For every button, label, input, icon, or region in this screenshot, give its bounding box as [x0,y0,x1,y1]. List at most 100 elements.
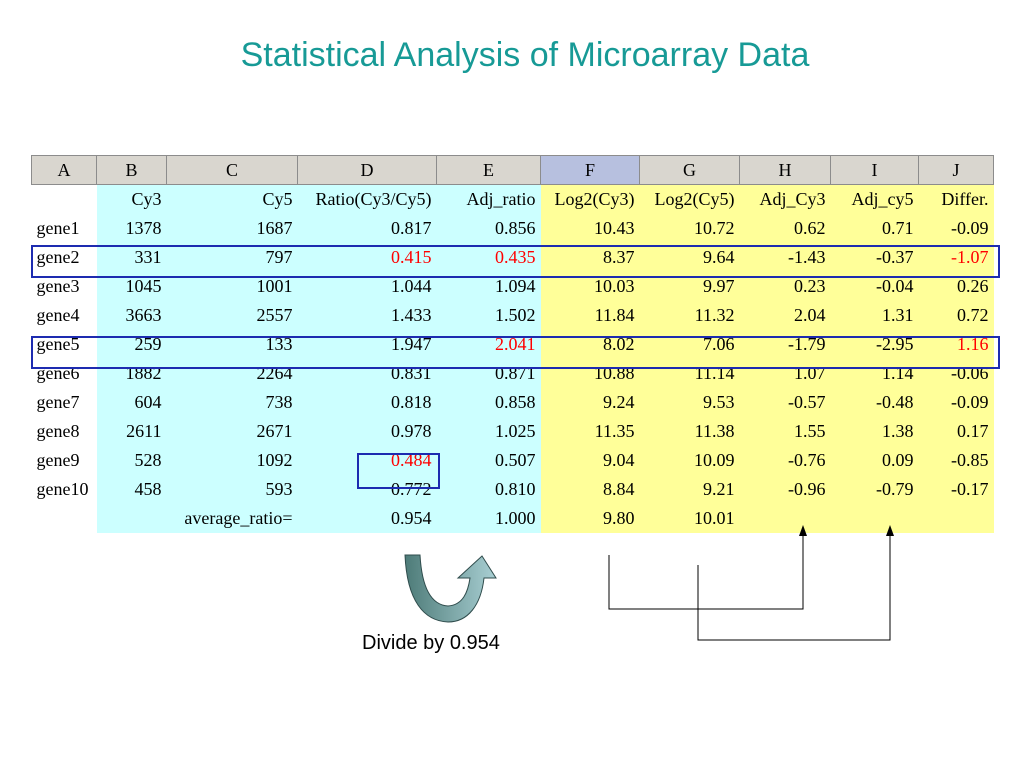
data-cell: -2.95 [830,329,919,359]
data-cell: 458 [96,474,167,504]
data-cell: 9.53 [639,387,740,417]
data-cell: 1.55 [739,416,831,446]
average-empty-h [739,503,831,533]
average-empty-j [918,503,994,533]
data-cell: 0.09 [830,445,919,475]
gene-row: gene1 1378 1687 0.817 0.856 10.43 10.72 0.62 0.7… [31,213,994,243]
data-cell: 10.43 [540,213,640,243]
data-cell: 331 [96,242,167,272]
data-cell: 2.041 [436,329,541,359]
average-empty-b [96,503,167,533]
data-cell: 11.84 [540,300,640,330]
data-cell: 11.35 [540,416,640,446]
data-cell: 1378 [96,213,167,243]
column-letter-j: J [918,155,994,185]
column-letter-d: D [297,155,437,185]
data-cell: -0.48 [830,387,919,417]
data-cell: -0.57 [739,387,831,417]
data-cell: 1.025 [436,416,541,446]
field-header-0 [31,184,97,214]
cy3-connector-arrow [608,535,804,610]
gene-name-cell: gene8 [31,416,97,446]
field-header-5: Log2(Cy3) [540,184,640,214]
data-cell: 1.947 [297,329,437,359]
gene-name-cell: gene2 [31,242,97,272]
data-cell: 0.856 [436,213,541,243]
field-header-7: Adj_Cy3 [739,184,831,214]
data-cell: 738 [166,387,298,417]
data-cell: 0.818 [297,387,437,417]
spreadsheet-table: A B C D E F G H I J Cy3 Cy5 Ratio(Cy3/Cy5) Adj_ratio L… [31,155,994,533]
gene-name-cell: gene4 [31,300,97,330]
column-letter-h: H [739,155,831,185]
data-cell: 1092 [166,445,298,475]
data-cell: 0.978 [297,416,437,446]
data-cell: 0.62 [739,213,831,243]
data-cell: 11.14 [639,358,740,388]
data-cell: 0.435 [436,242,541,272]
divide-u-turn-arrow [404,554,497,623]
field-header-8: Adj_cy5 [830,184,919,214]
data-cell: 2611 [96,416,167,446]
average-empty-a [31,503,97,533]
column-letter-a: A [31,155,97,185]
data-cell: 9.21 [639,474,740,504]
data-cell: -0.85 [918,445,994,475]
data-cell: 9.64 [639,242,740,272]
data-cell: 0.507 [436,445,541,475]
data-cell: 0.858 [436,387,541,417]
data-cell: 1.502 [436,300,541,330]
data-cell: 797 [166,242,298,272]
data-cell: -0.37 [830,242,919,272]
data-cell: 11.38 [639,416,740,446]
gene-name-cell: gene10 [31,474,97,504]
gene-name-cell: gene5 [31,329,97,359]
gene-row: gene7 604 738 0.818 0.858 9.24 9.53 -0.57 -0.48-… [31,387,994,417]
data-cell: 11.32 [639,300,740,330]
gene-row: gene9 528 1092 0.484 0.507 9.04 10.09 -0.76 0.09… [31,445,994,475]
data-cell: 9.04 [540,445,640,475]
column-letter-c: C [166,155,298,185]
data-cell: 528 [96,445,167,475]
data-cell: 8.84 [540,474,640,504]
data-cell: -0.17 [918,474,994,504]
data-cell: 8.37 [540,242,640,272]
data-cell: 0.415 [297,242,437,272]
field-header-1: Cy3 [96,184,167,214]
gene-name-cell: gene7 [31,387,97,417]
data-cell: 1.16 [918,329,994,359]
data-cell: 0.71 [830,213,919,243]
gene-name-cell: gene9 [31,445,97,475]
field-header-row: Cy3 Cy5 Ratio(Cy3/Cy5) Adj_ratio Log2(Cy3) Lo… [31,184,994,214]
gene-row: gene8 2611 2671 0.978 1.025 11.35 11.38 1.55 1.3… [31,416,994,446]
field-header-6: Log2(Cy5) [639,184,740,214]
average-adj-ratio-value: 1.000 [436,503,541,533]
data-cell: 0.17 [918,416,994,446]
average-ratio-value: 0.954 [297,503,437,533]
data-cell: 10.72 [639,213,740,243]
data-cell: -1.07 [918,242,994,272]
average-row: average_ratio= 0.954 1.000 9.80 10.01 [31,503,994,533]
average-ratio-label: average_ratio= [166,503,298,533]
data-cell: 0.484 [297,445,437,475]
gene-row: gene5 259 133 1.947 2.041 8.02 7.06 -1.79 -2.95 1… [31,329,994,359]
data-cell: -0.76 [739,445,831,475]
field-header-2: Cy5 [166,184,298,214]
data-cell: 1.433 [297,300,437,330]
divide-caption: Divide by 0.954 [362,632,500,654]
average-empty-i [830,503,919,533]
gene-row: gene10 458 593 0.772 0.810 8.84 9.21 -0.96 -0.79… [31,474,994,504]
cy5-connector-arrow [697,535,891,641]
data-cell: 2.04 [739,300,831,330]
data-cell: 2557 [166,300,298,330]
cy5-arrow-head [886,525,894,536]
data-cell: 0.810 [436,474,541,504]
cy3-arrow-head [799,525,807,536]
data-cell: 2671 [166,416,298,446]
data-cell: -0.96 [739,474,831,504]
column-letter-b: B [96,155,167,185]
data-cell: -0.09 [918,213,994,243]
column-letter-f: F [540,155,640,185]
